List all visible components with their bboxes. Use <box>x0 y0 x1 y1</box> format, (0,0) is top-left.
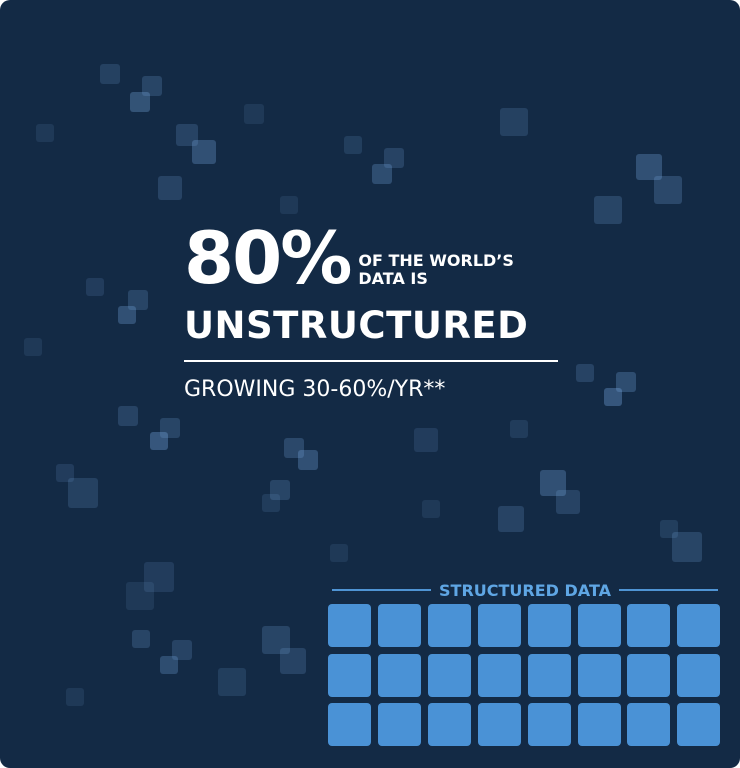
decorative-square <box>330 544 348 562</box>
structured-data-grid <box>328 604 721 746</box>
structured-data-cell <box>328 604 371 647</box>
decorative-square <box>118 306 136 324</box>
decorative-square <box>176 124 198 146</box>
decorative-square <box>160 656 178 674</box>
structured-data-cell <box>577 604 621 647</box>
decorative-square <box>130 92 150 112</box>
decorative-square <box>128 290 148 310</box>
decorative-square <box>344 136 362 154</box>
decorative-square <box>498 506 524 532</box>
decorative-square <box>594 196 622 224</box>
decorative-square <box>576 364 594 382</box>
decorative-square <box>298 450 318 470</box>
percent-figure: 80% <box>184 216 352 300</box>
percent-caption-line-2: DATA IS <box>358 269 428 288</box>
structured-data-cell <box>477 703 521 746</box>
decorative-square <box>540 470 566 496</box>
decorative-square <box>616 372 636 392</box>
structured-data-header: STRUCTURED DATA <box>332 578 719 602</box>
structured-data-cell <box>377 653 421 697</box>
decorative-square <box>500 108 528 136</box>
decorative-square <box>654 176 682 204</box>
decorative-square <box>100 64 120 84</box>
decorative-square <box>126 582 154 610</box>
decorative-square <box>280 648 306 674</box>
structured-data-cell <box>427 703 471 746</box>
decorative-square <box>672 532 702 562</box>
unstructured-heading: UNSTRUCTURED <box>184 304 529 347</box>
decorative-square <box>284 438 304 458</box>
decorative-square <box>280 196 298 214</box>
decorative-square <box>36 124 54 142</box>
decorative-square <box>660 520 678 538</box>
structured-data-cell <box>377 703 421 746</box>
decorative-square <box>132 630 150 648</box>
headline-top-row: 80% OF THE WORLD’S DATA IS <box>184 214 560 294</box>
decorative-square <box>158 176 182 200</box>
decorative-square <box>144 562 174 592</box>
percent-caption: OF THE WORLD’S DATA IS <box>358 252 514 288</box>
decorative-square <box>270 480 290 500</box>
structured-data-cell <box>328 653 371 697</box>
structured-data-cell <box>477 604 521 647</box>
structured-data-cell <box>427 604 471 647</box>
decorative-square <box>192 140 216 164</box>
structured-data-line-right <box>619 589 719 591</box>
structured-data-cell <box>627 604 671 647</box>
structured-data-cell <box>427 653 471 697</box>
decorative-square <box>24 338 42 356</box>
decorative-square <box>244 104 264 124</box>
decorative-square <box>384 148 404 168</box>
decorative-square <box>218 668 246 696</box>
structured-data-cell <box>677 604 721 647</box>
decorative-square <box>556 490 580 514</box>
structured-data-cell <box>527 703 571 746</box>
decorative-square <box>262 626 290 654</box>
decorative-square <box>68 478 98 508</box>
decorative-square <box>160 418 180 438</box>
structured-data-cell <box>377 604 421 647</box>
decorative-square <box>510 420 528 438</box>
decorative-square <box>150 432 168 450</box>
structured-data-cell <box>577 653 621 697</box>
decorative-square <box>422 500 440 518</box>
decorative-square <box>636 154 662 180</box>
growth-rate-text: GROWING 30-60%/YR** <box>184 377 446 402</box>
structured-data-cell <box>527 604 571 647</box>
structured-data-cell <box>627 703 671 746</box>
structured-data-cell <box>677 653 721 697</box>
structured-data-cell <box>627 653 671 697</box>
decorative-square <box>142 76 162 96</box>
structured-data-label: STRUCTURED DATA <box>439 580 611 600</box>
structured-data-cell <box>677 703 721 746</box>
decorative-square <box>372 164 392 184</box>
headline-divider <box>184 360 558 362</box>
percent-caption-line-1: OF THE WORLD’S <box>358 251 514 270</box>
decorative-square <box>86 278 104 296</box>
decorative-square <box>172 640 192 660</box>
structured-data-line-left <box>332 589 432 591</box>
structured-data-cell <box>577 703 621 746</box>
structured-data-cell <box>527 653 571 697</box>
decorative-square <box>56 464 74 482</box>
decorative-square <box>66 688 84 706</box>
decorative-square <box>118 406 138 426</box>
structured-data-cell <box>477 653 521 697</box>
decorative-square <box>604 388 622 406</box>
decorative-square <box>262 494 280 512</box>
headline: 80% OF THE WORLD’S DATA IS UNSTRUCTURED … <box>184 214 560 404</box>
decorative-square <box>414 428 438 452</box>
structured-data-cell <box>328 703 371 746</box>
